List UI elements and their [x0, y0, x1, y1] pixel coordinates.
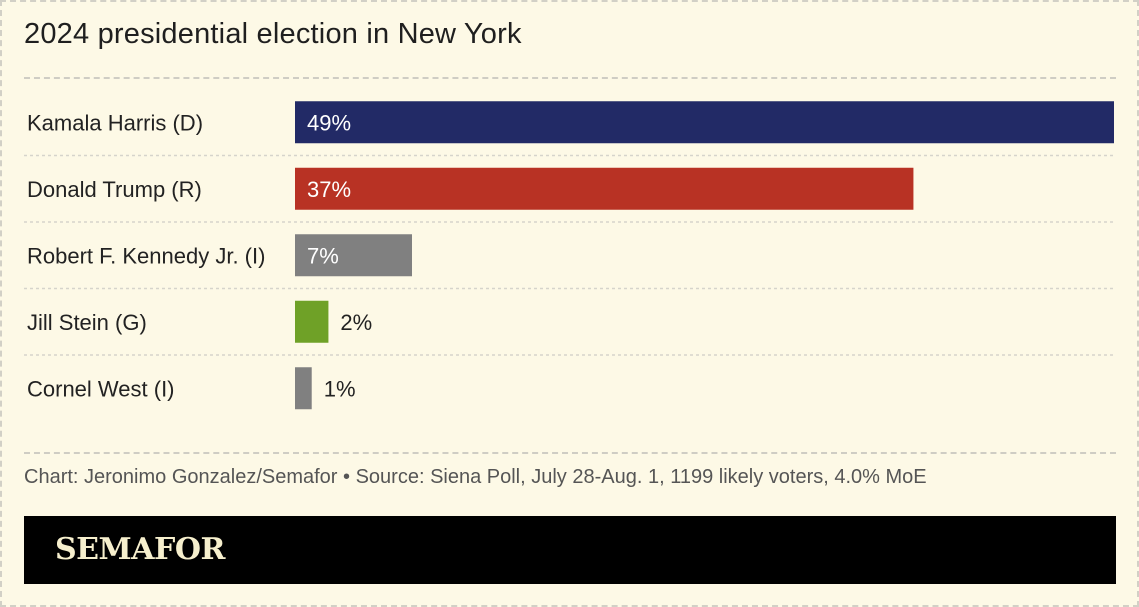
- chart-credit: Chart: Jeronimo Gonzalez/Semafor • Sourc…: [24, 466, 927, 488]
- title-divider: [24, 77, 1116, 79]
- category-label: Jill Stein (G): [27, 310, 147, 335]
- brand-bar: SEMAFOR: [24, 516, 1116, 584]
- category-label: Robert F. Kennedy Jr. (I): [27, 243, 265, 268]
- value-label: 1%: [324, 376, 356, 401]
- category-label: Cornel West (I): [27, 376, 175, 401]
- category-label: Kamala Harris (D): [27, 110, 203, 135]
- footer-divider: [24, 452, 1116, 454]
- semafor-logo: SEMAFOR: [55, 532, 225, 567]
- bar: [295, 101, 1114, 144]
- category-label: Donald Trump (R): [27, 177, 202, 202]
- chart-title: 2024 presidential election in New York: [24, 18, 522, 50]
- value-label: 7%: [307, 243, 339, 268]
- bar: [295, 367, 312, 410]
- bar: [295, 300, 329, 343]
- value-label: 2%: [340, 310, 372, 335]
- value-label: 49%: [307, 110, 351, 135]
- bar: [295, 167, 914, 210]
- value-label: 37%: [307, 177, 351, 202]
- bar: [295, 234, 412, 277]
